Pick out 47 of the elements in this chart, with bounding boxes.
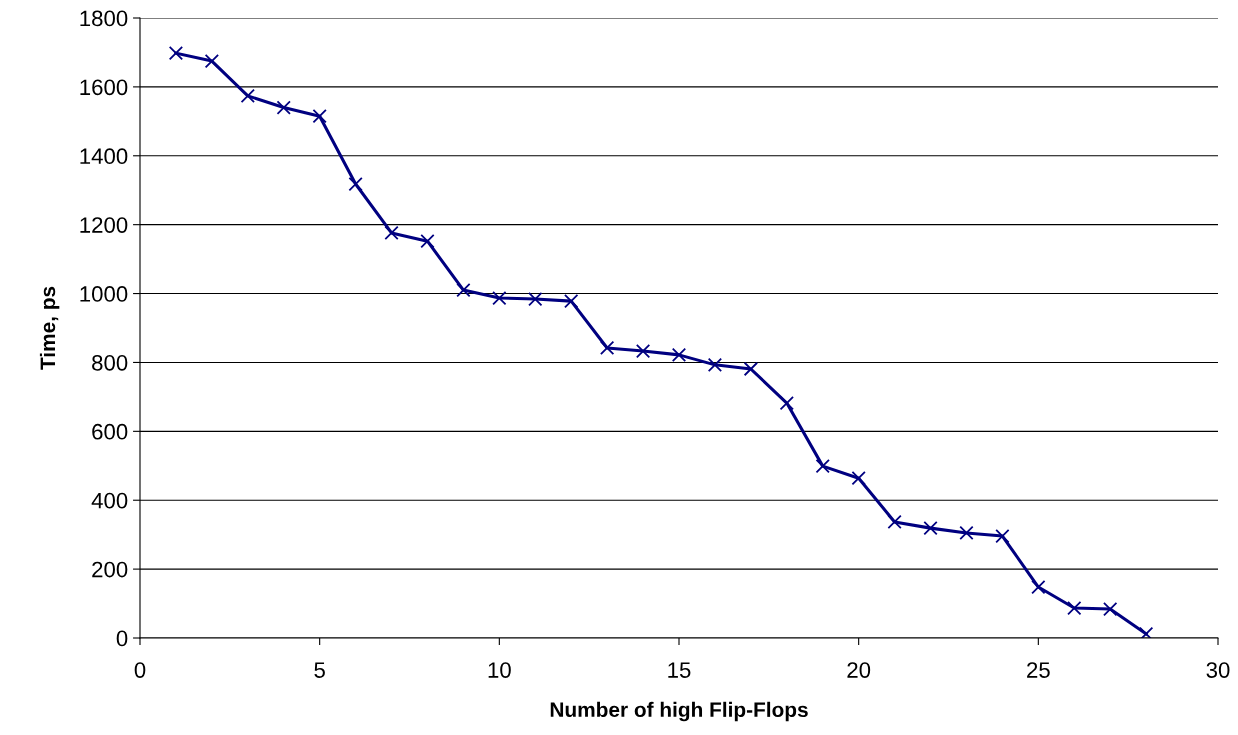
- point: [528, 291, 543, 307]
- point: [1138, 626, 1154, 638]
- y-tick-label: 1600: [80, 79, 128, 96]
- point: [240, 88, 255, 103]
- point: [456, 282, 471, 298]
- x-tick-label: 25: [1027, 662, 1050, 678]
- x-axis-title: Number of high Flip-Flops: [550, 701, 808, 722]
- point: [779, 395, 794, 411]
- point: [564, 293, 579, 309]
- y-tick-label: 1000: [80, 286, 128, 302]
- point: [707, 357, 723, 373]
- point: [276, 100, 291, 115]
- x-tick-label: 20: [847, 662, 871, 678]
- point: [995, 528, 1010, 544]
- y-tick-label: 1800: [80, 10, 128, 27]
- point: [635, 343, 651, 359]
- x-tick-label: 30: [1206, 662, 1230, 678]
- point: [743, 361, 759, 377]
- point: [815, 458, 830, 474]
- y-tick-label: 600: [92, 423, 128, 440]
- point: [384, 225, 399, 241]
- x-tick-label: 5: [314, 662, 325, 678]
- point: [1031, 579, 1046, 595]
- point: [492, 290, 507, 306]
- point: [204, 53, 220, 69]
- x-tick-label: 0: [134, 662, 146, 678]
- point: [420, 234, 435, 249]
- point: [923, 520, 938, 536]
- point: [851, 471, 866, 486]
- point: [168, 45, 184, 61]
- point: [1067, 600, 1082, 616]
- point: [312, 109, 327, 124]
- point: [671, 347, 687, 363]
- y-tick-label: 400: [91, 492, 128, 509]
- y-tick-label: 800: [92, 354, 128, 371]
- y-tick-label: 0: [116, 630, 128, 647]
- y-axis-title: Time, ps: [39, 286, 60, 370]
- x-tick-label: 10: [488, 662, 511, 678]
- point: [1103, 601, 1118, 617]
- y-tick-label: 1200: [80, 217, 128, 233]
- x-tick-label: 15: [668, 662, 691, 678]
- point: [348, 176, 363, 192]
- y-tick-label: 1400: [80, 148, 128, 165]
- point: [959, 525, 974, 541]
- point: [599, 340, 615, 356]
- point: [887, 514, 902, 530]
- y-tick-label: 200: [92, 561, 128, 578]
